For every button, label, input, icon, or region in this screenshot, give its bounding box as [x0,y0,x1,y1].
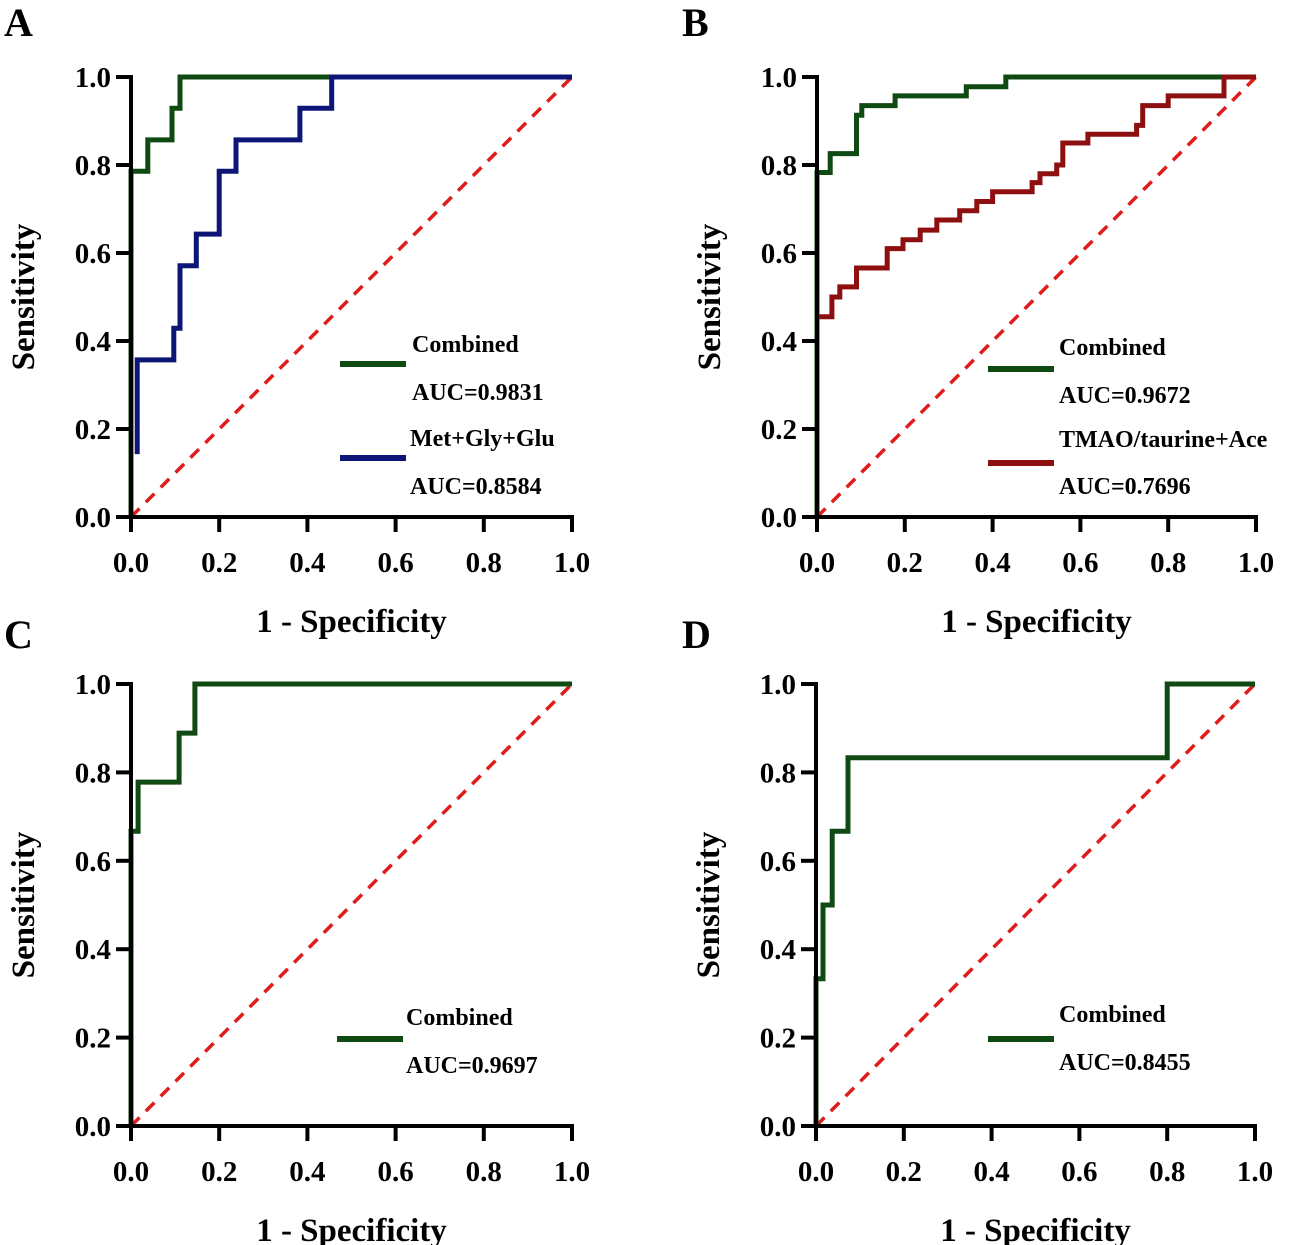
y-tick-label: 0.4 [75,326,111,358]
y-tick-label: 0.2 [760,1023,796,1055]
y-tick-label: 0.6 [75,238,111,270]
legend-auc-label: AUC=0.8584 [410,474,542,500]
legend-series-name: Combined [1059,1002,1166,1028]
y-tick-label: 0.0 [75,502,111,534]
x-tick-label: 0.0 [799,547,835,579]
x-axis-title: 1 - Specificity [940,1213,1131,1245]
x-tick-label: 0.4 [974,547,1010,579]
panel-label: C [4,612,33,657]
y-tick-label: 0.2 [75,1023,111,1055]
roc-curve-met-gly-glu [134,74,572,455]
legend-auc-label: AUC=0.9831 [412,380,544,406]
legend: Combined AUC=0.9831 Met+Gly+Glu AUC=0.8584 [340,332,555,500]
legend-series-name: Met+Gly+Glu [410,426,555,452]
x-tick-label: 0.6 [1062,547,1098,579]
x-tick-label: 1.0 [1237,1156,1273,1188]
legend: Combined AUC=0.9697 [337,1005,538,1079]
x-tick-label: 0.4 [289,1156,325,1188]
y-tick-label: 1.0 [760,669,796,701]
panel-label: B [682,0,709,45]
x-tick-label: 1.0 [554,1156,590,1188]
y-tick-label: 0.6 [760,846,796,878]
y-tick-label: 1.0 [761,62,797,94]
x-tick-label: 0.6 [1061,1156,1097,1188]
y-axis-title: Sensitivity [6,831,42,978]
x-tick-label: 0.4 [973,1156,1009,1188]
roc-curve-combined [128,681,572,1126]
x-tick-label: 1.0 [1238,547,1274,579]
y-tick-label: 0.4 [75,934,111,966]
x-tick-label: 0.8 [1150,547,1186,579]
panel-c: C 0.0 0.2 0.4 0.6 0.8 1.0 0.0 0.2 0.4 0.6 0.8 1.0 1 -… [4,612,590,1245]
y-tick-label: 0.0 [761,502,797,534]
x-tick-label: 0.2 [886,1156,922,1188]
legend: Combined AUC=0.9672 TMAO/taurine+Ace AUC=0.… [988,335,1268,500]
panel-d: D 0.0 0.2 0.4 0.6 0.8 1.0 0.0 0.2 0.4 0.6 0.8 1.0 1 -… [682,612,1273,1245]
y-tick-label: 0.6 [761,238,797,270]
x-tick-label: 1.0 [554,547,590,579]
x-tick-label: 0.2 [201,1156,237,1188]
panel-label: D [682,612,711,657]
panel-label: A [4,0,33,45]
x-tick-label: 0.4 [289,547,325,579]
y-axis-title: Sensitivity [6,223,42,370]
y-axis-title: Sensitivity [691,831,727,978]
panel-a: A 0.0 0.2 0.4 0.6 0.8 1.0 0.0 0.2 0.4 0.6 0.8 1.0 1 -… [4,0,590,640]
legend: Combined AUC=0.8455 [988,1002,1191,1076]
x-axis-title: 1 - Specificity [941,604,1132,640]
legend-series-name: Combined [412,332,519,358]
y-tick-label: 0.8 [75,757,111,789]
y-tick-label: 0.2 [761,414,797,446]
x-tick-label: 0.0 [798,1156,834,1188]
legend-series-name: TMAO/taurine+Ace [1059,427,1268,453]
y-tick-label: 0.8 [761,150,797,182]
legend-auc-label: AUC=0.8455 [1059,1050,1191,1076]
y-tick-label: 0.0 [75,1111,111,1143]
x-tick-label: 0.2 [201,547,237,579]
x-tick-label: 0.6 [377,1156,413,1188]
x-tick-label: 0.0 [113,1156,149,1188]
legend-auc-label: AUC=0.7696 [1059,474,1191,500]
y-tick-label: 0.2 [75,414,111,446]
legend-auc-label: AUC=0.9697 [406,1053,538,1079]
x-tick-label: 0.6 [377,547,413,579]
legend-auc-label: AUC=0.9672 [1059,383,1191,409]
roc-curve-combined [128,74,572,517]
x-tick-label: 0.8 [1149,1156,1185,1188]
roc-curve-combined [814,74,1256,517]
roc-curve-tmao-taurine-ace [817,74,1256,320]
y-tick-label: 0.8 [760,757,796,789]
y-axis-title: Sensitivity [692,223,728,370]
roc-curve-combined [813,681,1255,1126]
x-axis-title: 1 - Specificity [256,1213,447,1245]
x-axis-title: 1 - Specificity [256,604,447,640]
panel-b: B 0.0 0.2 0.4 0.6 0.8 1.0 0.0 0.2 0.4 0.6 0.8 1.0 1 -… [682,0,1274,640]
y-tick-label: 0.4 [760,934,796,966]
x-tick-label: 0.0 [113,547,149,579]
x-tick-label: 0.2 [887,547,923,579]
y-tick-label: 1.0 [75,62,111,94]
x-tick-label: 0.8 [466,1156,502,1188]
legend-series-name: Combined [406,1005,513,1031]
y-tick-label: 0.6 [75,846,111,878]
y-tick-label: 0.0 [760,1111,796,1143]
y-tick-label: 0.8 [75,150,111,182]
legend-series-name: Combined [1059,335,1166,361]
x-tick-label: 0.8 [466,547,502,579]
y-tick-label: 0.4 [761,326,797,358]
y-tick-label: 1.0 [75,669,111,701]
